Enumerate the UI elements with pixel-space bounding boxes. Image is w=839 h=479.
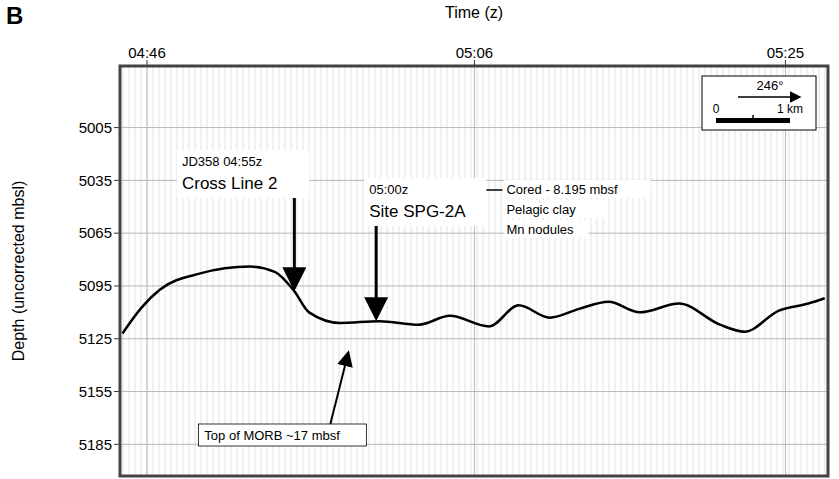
svg-text:05:25: 05:25 bbox=[767, 44, 805, 61]
svg-text:5155: 5155 bbox=[79, 383, 112, 400]
svg-text:5095: 5095 bbox=[79, 277, 112, 294]
svg-text:5125: 5125 bbox=[79, 330, 112, 347]
svg-text:Site SPG-2A: Site SPG-2A bbox=[369, 202, 466, 221]
svg-text:5185: 5185 bbox=[79, 436, 112, 453]
svg-text:Pelagic clay: Pelagic clay bbox=[506, 202, 576, 217]
svg-text:Cored - 8.195 mbsf: Cored - 8.195 mbsf bbox=[506, 182, 618, 197]
svg-text:0: 0 bbox=[713, 102, 720, 116]
svg-text:1 km: 1 km bbox=[777, 102, 803, 116]
svg-text:JD358 04:55z: JD358 04:55z bbox=[182, 154, 262, 169]
svg-text:5065: 5065 bbox=[79, 224, 112, 241]
svg-text:Depth (uncorrected mbsl): Depth (uncorrected mbsl) bbox=[10, 181, 27, 362]
svg-text:B: B bbox=[6, 2, 23, 29]
svg-text:Time (z): Time (z) bbox=[445, 4, 503, 21]
svg-text:246°: 246° bbox=[757, 78, 784, 93]
svg-text:Cross Line 2: Cross Line 2 bbox=[182, 174, 277, 193]
svg-text:05:00z: 05:00z bbox=[369, 182, 408, 197]
svg-text:05:06: 05:06 bbox=[456, 44, 494, 61]
svg-text:04:46: 04:46 bbox=[128, 44, 166, 61]
svg-text:5005: 5005 bbox=[79, 119, 112, 136]
svg-text:Top of MORB ~17 mbsf: Top of MORB ~17 mbsf bbox=[204, 428, 340, 443]
svg-text:Mn nodules: Mn nodules bbox=[506, 222, 574, 237]
svg-text:5035: 5035 bbox=[79, 172, 112, 189]
